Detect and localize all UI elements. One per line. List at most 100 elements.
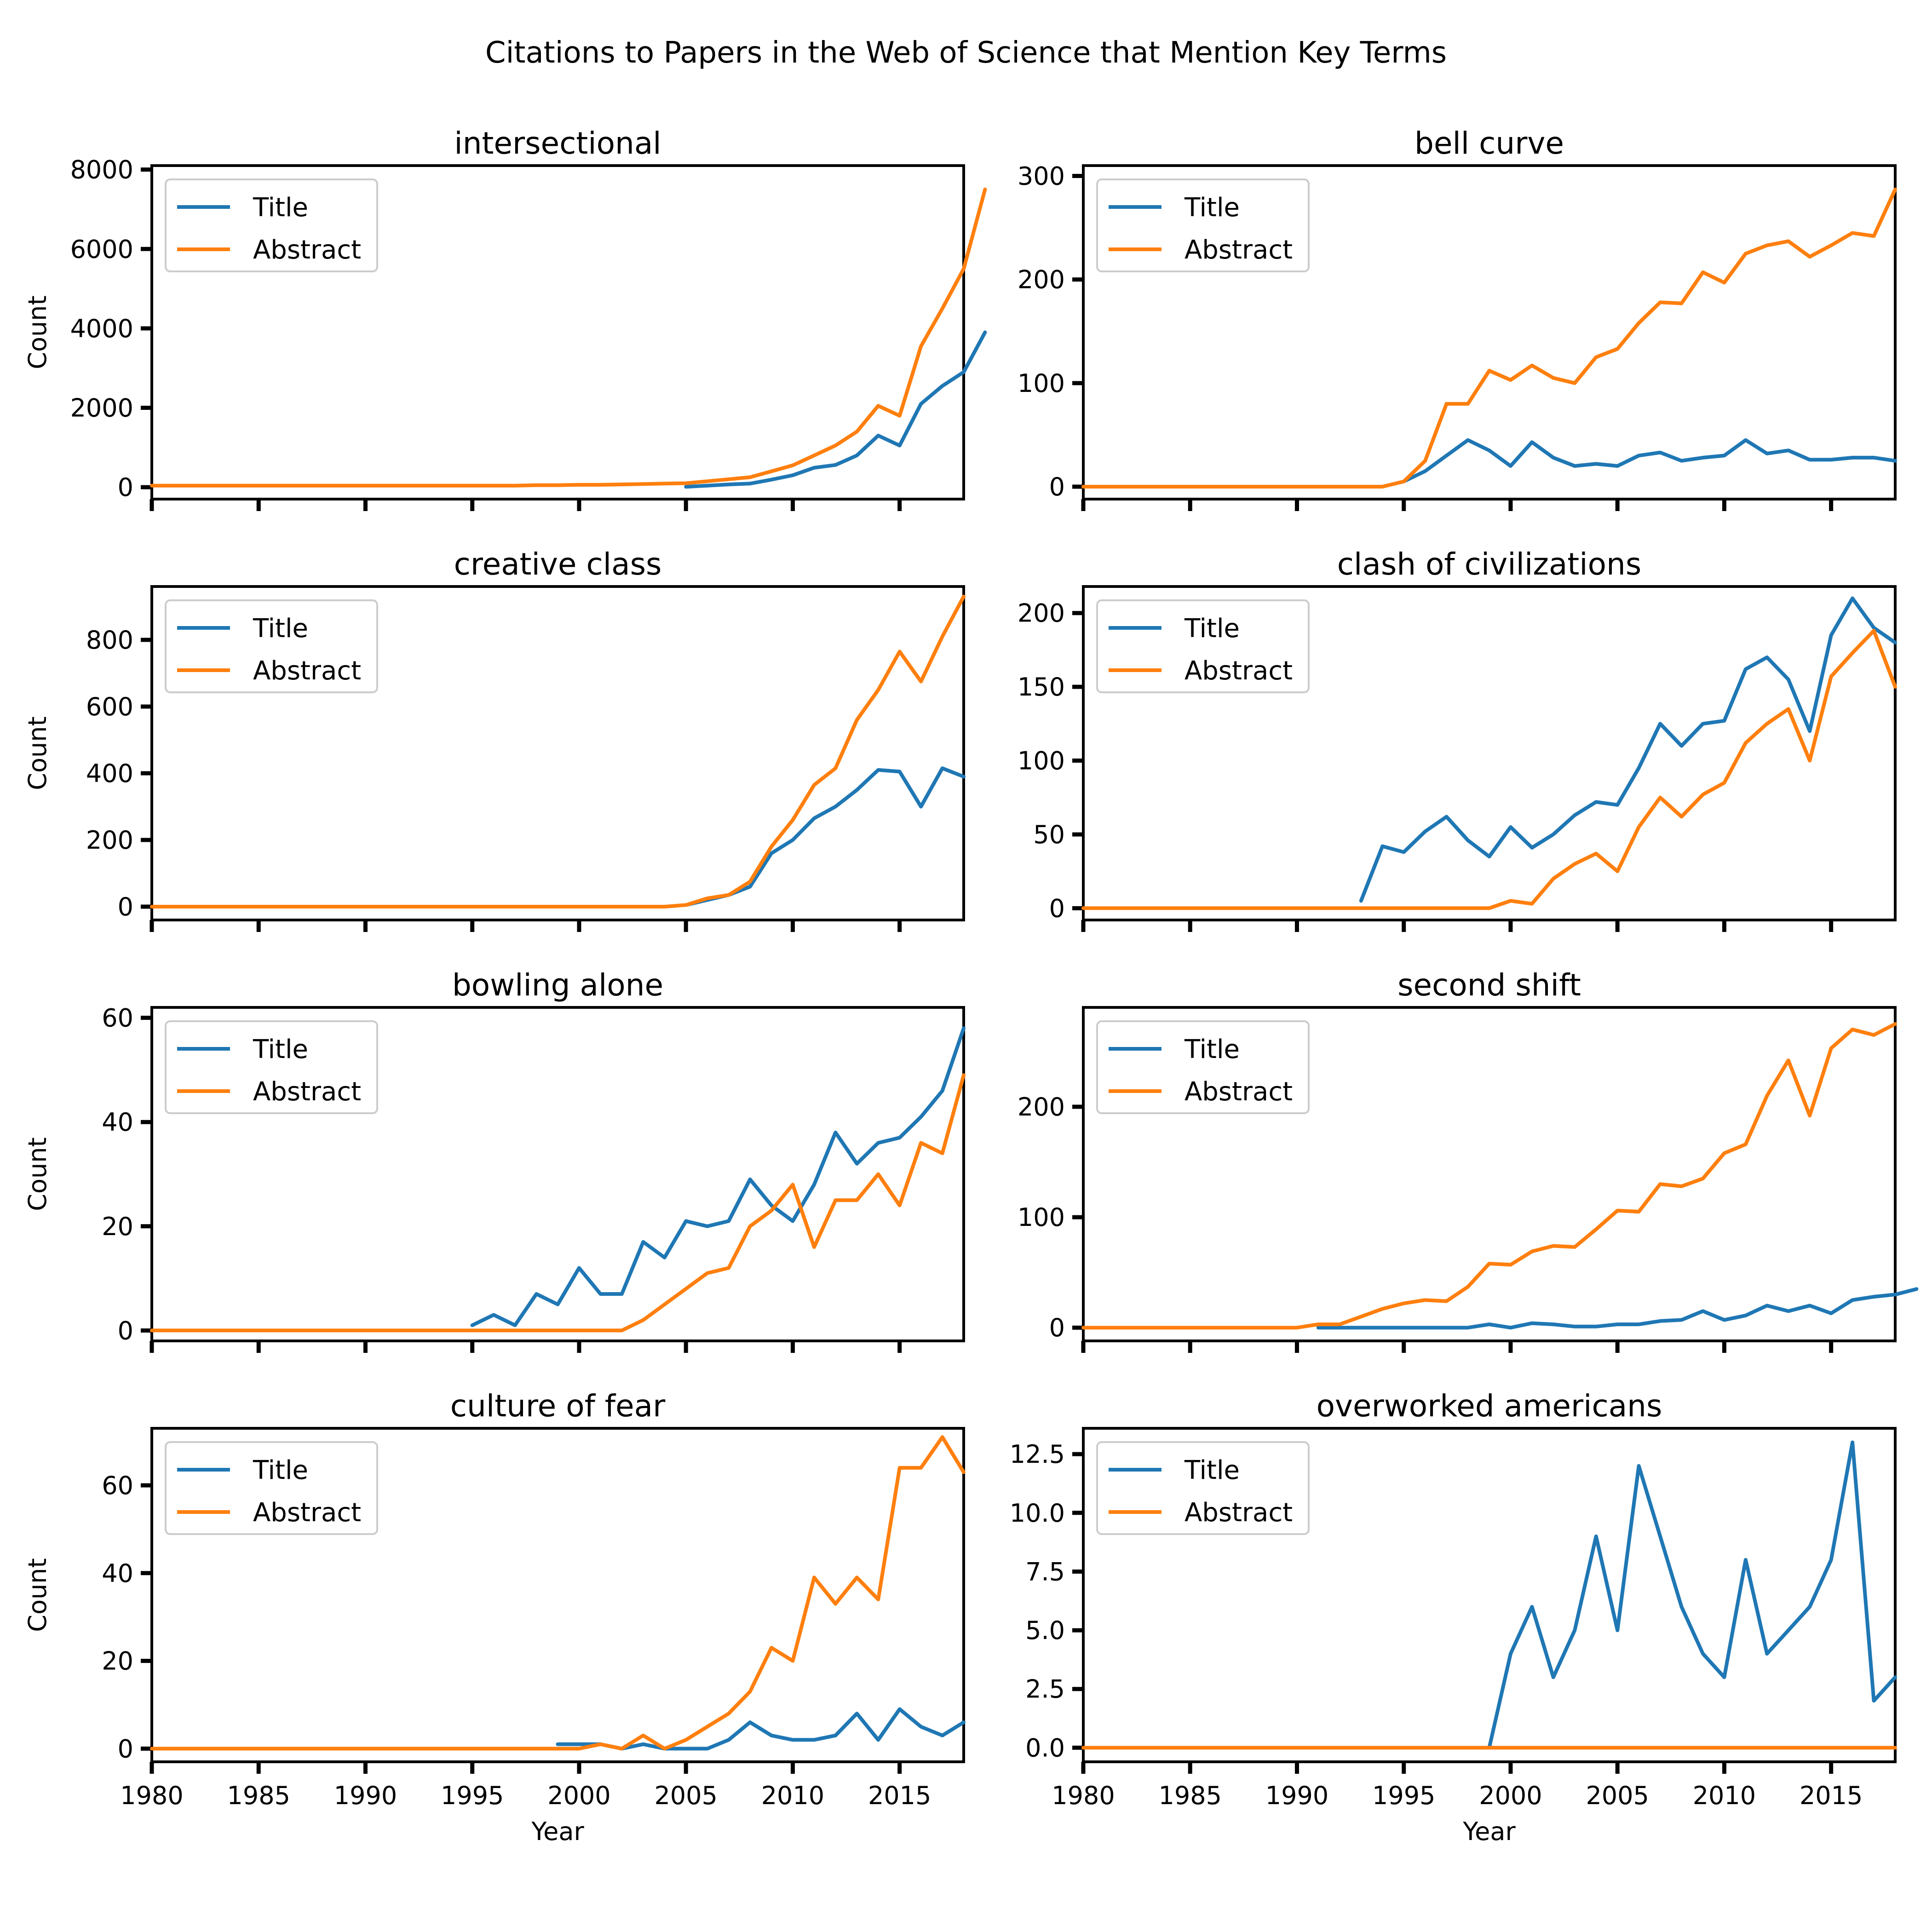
panel-culture-of-fear-ylabel: Count	[23, 1558, 52, 1632]
panel-overworked-americans-legend-label-abstract: Abstract	[1184, 1498, 1293, 1528]
panel-intersectional-ytick-label: 4000	[70, 314, 133, 343]
panel-second-shift-ytick-label: 200	[1018, 1092, 1065, 1121]
panel-clash-of-civilizations-ytick-label: 0	[1049, 894, 1065, 923]
panel-creative-class-ytick-label: 400	[86, 759, 133, 788]
panel-intersectional-legend-label-abstract: Abstract	[253, 235, 361, 265]
panel-overworked-americans-xtick-label: 1985	[1159, 1781, 1222, 1810]
panel-overworked-americans-xtick-label: 2000	[1479, 1781, 1542, 1810]
panel-culture-of-fear-xtick-label: 2000	[547, 1781, 610, 1810]
panel-culture-of-fear-xtick-label: 1985	[227, 1781, 290, 1810]
panel-intersectional-ytick-label: 8000	[70, 155, 133, 184]
panel-clash-of-civilizations-series-abstract	[1081, 629, 1897, 910]
panel-overworked-americans-frame	[1082, 1427, 1897, 1763]
panel-bell-curve-series-abstract	[1081, 187, 1897, 489]
panel-intersectional-frame	[150, 164, 965, 500]
panel-bowling-alone-ytick-label: 40	[102, 1108, 133, 1137]
panel-intersectional-legend: Title Abstract	[165, 178, 378, 272]
panel-creative-class-ytick-label: 0	[118, 892, 133, 921]
panel-overworked-americans-legend-label-title: Title	[1184, 1455, 1240, 1485]
panel-bowling-alone-ylabel: Count	[23, 1137, 52, 1211]
panel-culture-of-fear-ytick-label: 40	[102, 1559, 133, 1588]
panel-clash-of-civilizations-ytick-label: 200	[1018, 599, 1065, 628]
panel-overworked-americans-ytick-label: 12.5	[1010, 1440, 1065, 1469]
panel-culture-of-fear-ytick-label: 60	[102, 1471, 133, 1500]
panel-intersectional-series-title	[684, 330, 987, 489]
panel-culture-of-fear-ytick-label: 0	[118, 1734, 133, 1763]
panel-overworked-americans-xtick-label: 2015	[1800, 1781, 1863, 1810]
panel-second-shift-legend: Title Abstract	[1096, 1020, 1310, 1114]
panel-bowling-alone-frame	[150, 1006, 965, 1342]
panel-clash-of-civilizations-series-title	[1359, 596, 1897, 903]
panel-overworked-americans-xtick-label: 2010	[1693, 1781, 1756, 1810]
panel-overworked-americans-ytick-label: 7.5	[1025, 1557, 1065, 1586]
panel-creative-class-frame	[150, 585, 965, 921]
panel-bell-curve-ytick-label: 100	[1018, 369, 1065, 398]
panel-bell-curve-legend-label-title: Title	[1184, 193, 1240, 223]
panel-overworked-americans-xtick-label: 1990	[1265, 1781, 1328, 1810]
panel-culture-of-fear-ytick-label: 20	[102, 1647, 133, 1676]
panel-culture-of-fear-legend: Title Abstract	[165, 1441, 378, 1535]
panel-intersectional-ytick-label: 0	[118, 473, 133, 502]
panel-second-shift-series-title	[1316, 1287, 1919, 1330]
panel-bell-curve-series-title	[1402, 438, 1897, 483]
panel-creative-class-ytick-label: 200	[86, 826, 133, 855]
panel-culture-of-fear-xtick-label: 1990	[334, 1781, 397, 1810]
panel-bell-curve-ytick-label: 0	[1049, 472, 1065, 501]
panel-bowling-alone-legend: Title Abstract	[165, 1020, 378, 1114]
panel-bowling-alone-series-title	[470, 1026, 966, 1327]
figure-title: Citations to Papers in the Web of Scienc…	[485, 36, 1447, 70]
panel-overworked-americans-title: overworked americans	[1317, 1388, 1662, 1424]
panel-intersectional-legend-label-title: Title	[253, 193, 308, 223]
panel-bell-curve-frame	[1082, 164, 1897, 500]
panel-second-shift-legend-label-title: Title	[1184, 1035, 1240, 1064]
panel-bowling-alone: bowling alone 0 20 40 60 Count Title Abstract	[23, 967, 966, 1353]
panel-second-shift: second shift 0 100 200 Title Abstract	[1018, 967, 1919, 1353]
panel-overworked-americans-ytick-label: 2.5	[1025, 1675, 1065, 1704]
panel-culture-of-fear: culture of fear 0 20 40 60 1980 1985 1990 1995 20…	[23, 1388, 966, 1846]
panel-clash-of-civilizations-legend-label-abstract: Abstract	[1184, 656, 1293, 686]
panel-second-shift-ytick-label: 0	[1049, 1313, 1065, 1342]
panel-second-shift-ytick-label: 100	[1018, 1203, 1065, 1232]
panel-overworked-americans-legend: Title Abstract	[1096, 1441, 1310, 1535]
panel-second-shift-legend-label-abstract: Abstract	[1184, 1077, 1293, 1107]
panel-intersectional-ytick-label: 6000	[70, 235, 133, 264]
panel-overworked-americans-xtick-label: 2005	[1586, 1781, 1649, 1810]
panel-culture-of-fear-series-abstract	[150, 1435, 966, 1751]
panel-culture-of-fear-xtick-label: 2010	[761, 1781, 824, 1810]
panel-creative-class-legend: Title Abstract	[165, 599, 378, 693]
panel-overworked-americans-xlabel: Year	[1462, 1817, 1516, 1846]
panel-overworked-americans-xtick-label: 1980	[1052, 1781, 1115, 1810]
panel-overworked-americans-series-title	[1487, 1440, 1897, 1750]
panel-bell-curve-title: bell curve	[1414, 126, 1564, 161]
panel-creative-class-series-abstract	[150, 594, 966, 908]
panel-culture-of-fear-legend-label-title: Title	[253, 1455, 308, 1485]
panel-creative-class-ytick-label: 600	[86, 692, 133, 721]
panel-bowling-alone-title: bowling alone	[452, 967, 663, 1003]
panel-culture-of-fear-xtick-label: 2005	[654, 1781, 717, 1810]
panel-intersectional-ytick-label: 2000	[70, 393, 133, 422]
panel-clash-of-civilizations-ytick-label: 50	[1033, 820, 1065, 849]
panel-clash-of-civilizations-ytick-label: 150	[1018, 673, 1065, 702]
panel-intersectional-ylabel: Count	[23, 295, 52, 369]
panel-creative-class: creative class 0 200 400 600 800 Count Title Abs…	[23, 546, 966, 932]
panel-culture-of-fear-xtick-label: 2015	[868, 1781, 931, 1810]
panel-overworked-americans-ytick-label: 10.0	[1010, 1499, 1065, 1528]
panel-clash-of-civilizations-title: clash of civilizations	[1337, 546, 1641, 582]
panel-intersectional-series-abstract	[150, 187, 987, 488]
panel-creative-class-legend-label-abstract: Abstract	[253, 656, 361, 686]
panel-overworked-americans-xtick-label: 1995	[1372, 1781, 1435, 1810]
panel-bell-curve-ytick-label: 300	[1018, 162, 1065, 191]
panel-bell-curve-legend-label-abstract: Abstract	[1184, 235, 1293, 265]
panel-overworked-americans-ytick-label: 0.0	[1025, 1733, 1065, 1762]
panel-overworked-americans: overworked americans 0.0 2.5 5.0 7.5 10.0 12.5…	[1010, 1388, 1897, 1846]
panel-clash-of-civilizations: clash of civilizations 0 50 100 150 200 Title A…	[1018, 546, 1897, 932]
panels: intersectional02000400060008000CountTitl…	[23, 126, 1919, 1846]
panel-clash-of-civilizations-legend: Title Abstract	[1096, 599, 1310, 693]
panel-creative-class-title: creative class	[454, 546, 662, 582]
panel-bowling-alone-ytick-label: 0	[118, 1316, 133, 1345]
panel-culture-of-fear-xtick-label: 1995	[441, 1781, 504, 1810]
panel-bowling-alone-series-abstract	[150, 1073, 966, 1333]
panel-bell-curve-ytick-label: 200	[1018, 265, 1065, 294]
